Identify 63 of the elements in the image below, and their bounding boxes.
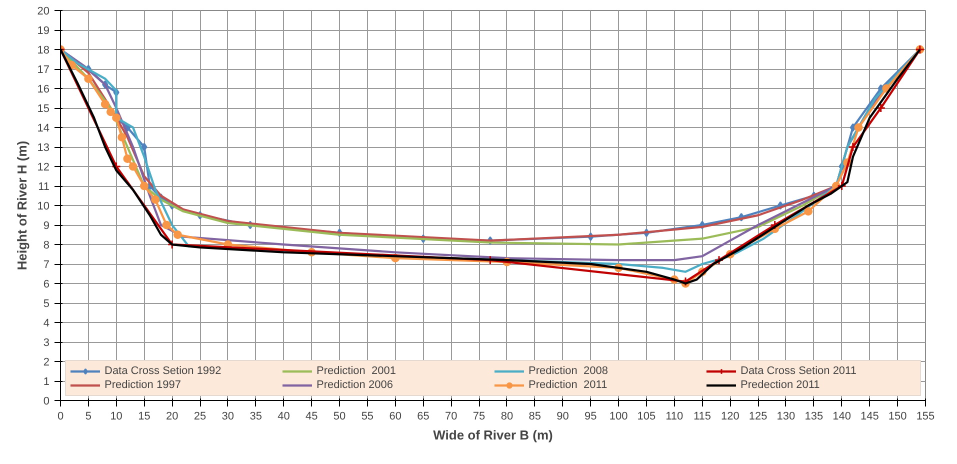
- y-tick-label: 2: [43, 356, 50, 368]
- legend-label: Prediction 1997: [104, 379, 182, 391]
- legend-label: Prediction 2008: [528, 365, 609, 377]
- x-tick-label: 115: [694, 410, 712, 422]
- y-tick-label: 4: [43, 318, 50, 330]
- x-tick-label: 35: [250, 410, 262, 422]
- y-tick-label: 3: [43, 337, 50, 349]
- x-tick-label: 60: [389, 410, 402, 422]
- y-tick-label: 16: [37, 84, 50, 96]
- y-tick-label: 15: [37, 103, 50, 115]
- x-axis-title: Wide of River B (m): [433, 428, 553, 442]
- x-tick-label: 130: [776, 410, 796, 422]
- y-tick-label: 8: [43, 240, 50, 252]
- x-tick-label: 80: [500, 410, 514, 422]
- x-tick-label: 125: [748, 410, 768, 422]
- x-tick-label: 15: [138, 410, 150, 422]
- x-tick-label: 25: [194, 410, 206, 422]
- y-tick-label: 11: [38, 181, 50, 193]
- y-tick-label: 0: [43, 396, 50, 408]
- y-tick-label: 5: [43, 298, 50, 310]
- y-tick-label: 7: [43, 259, 50, 271]
- x-tick-label: 20: [166, 410, 178, 422]
- x-tick-label: 45: [306, 410, 318, 422]
- x-tick-label: 65: [417, 410, 430, 422]
- y-tick-label: 18: [37, 44, 50, 56]
- legend-label: Data Cross Setion 2011: [740, 365, 858, 377]
- x-tick-label: 95: [584, 410, 597, 422]
- x-tick-label: 105: [637, 410, 656, 422]
- x-tick-label: 85: [528, 410, 541, 422]
- x-tick-label: 135: [804, 410, 824, 422]
- legend-label: Data Cross Setion 1992: [104, 365, 222, 377]
- x-tick-label: 10: [110, 410, 122, 422]
- x-tick-label: 0: [57, 410, 64, 422]
- y-tick-label: 20: [37, 6, 50, 18]
- y-tick-label: 12: [37, 162, 50, 174]
- y-tick-label: 9: [43, 220, 50, 232]
- x-tick-label: 150: [888, 410, 907, 422]
- y-tick-label: 6: [43, 278, 50, 290]
- legend-label: Predection 2011: [740, 379, 821, 391]
- x-tick-label: 140: [832, 410, 851, 422]
- x-tick-label: 70: [445, 410, 458, 422]
- y-tick-label: 19: [37, 25, 50, 37]
- x-tick-label: 145: [860, 410, 879, 422]
- x-tick-label: 90: [556, 410, 569, 422]
- x-tick-label: 155: [916, 410, 935, 422]
- legend-label: Prediction 2011: [528, 379, 608, 391]
- y-tick-label: 14: [37, 122, 50, 134]
- x-tick-label: 110: [666, 410, 684, 422]
- y-tick-label: 17: [37, 64, 50, 76]
- y-tick-label: 10: [37, 200, 50, 212]
- x-tick-label: 50: [333, 410, 346, 422]
- legend-label: Prediction 2006: [316, 379, 394, 391]
- x-tick-label: 55: [361, 410, 374, 422]
- legend-label: Prediction 2001: [316, 365, 397, 377]
- y-tick-label: 1: [43, 376, 50, 388]
- y-tick-label: 13: [37, 142, 50, 154]
- x-tick-label: 5: [85, 410, 92, 422]
- x-tick-label: 75: [472, 410, 486, 422]
- x-tick-label: 120: [721, 410, 740, 422]
- x-tick-label: 30: [222, 410, 234, 422]
- y-axis-title: Height of River H (m): [14, 140, 30, 270]
- x-tick-label: 40: [278, 410, 290, 422]
- x-tick-label: 100: [609, 410, 628, 422]
